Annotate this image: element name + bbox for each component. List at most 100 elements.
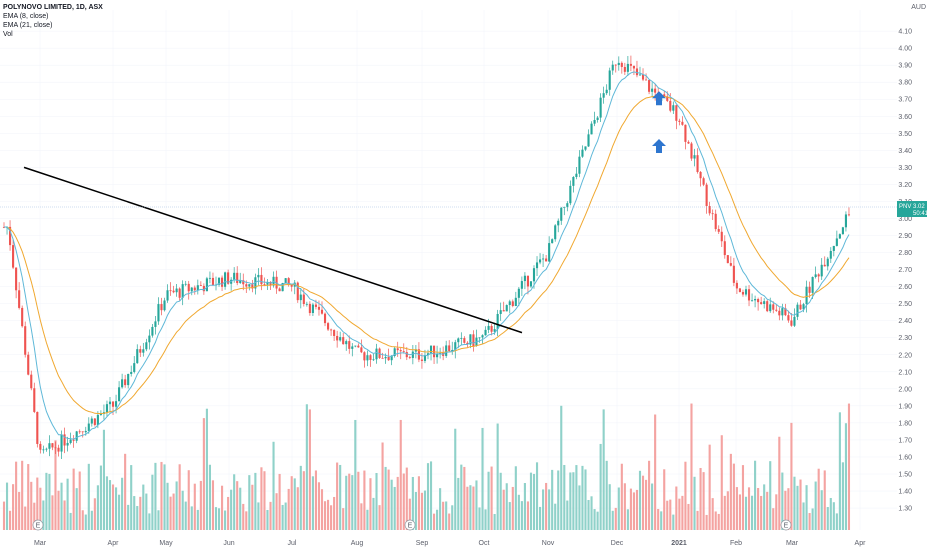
volume-bar — [429, 461, 433, 530]
candle-body — [717, 229, 720, 232]
y-tick-label: 1.70 — [898, 437, 912, 444]
candle-body — [224, 272, 227, 287]
volume-bar — [417, 476, 420, 530]
candle-body — [363, 352, 366, 361]
candle-body — [460, 338, 463, 339]
candle-body — [832, 245, 835, 251]
volume-bar — [469, 485, 472, 530]
candle-body — [835, 238, 838, 246]
candle-body — [245, 284, 248, 287]
candle-body — [93, 418, 96, 425]
y-tick-label: 4.10 — [898, 29, 912, 36]
volume-bar — [36, 477, 39, 530]
y-axis[interactable]: 4.10 4.00 3.90 3.80 3.70 3.60 3.50 3.40 3.30 3.20… — [898, 29, 912, 513]
candle-body — [333, 330, 336, 336]
candle-body — [408, 357, 411, 358]
volume-bar — [475, 480, 478, 530]
candle-body — [684, 124, 687, 142]
volume-bar — [93, 498, 96, 530]
volume-bar — [402, 473, 405, 530]
volume-bar — [499, 472, 502, 530]
volume-bar — [466, 486, 469, 530]
candle-body — [8, 226, 12, 246]
candle-body — [178, 288, 181, 298]
candle-body — [45, 448, 48, 450]
volume-bar — [190, 506, 193, 530]
volume-bar — [166, 482, 169, 530]
volume-bar — [505, 483, 508, 530]
volume-bar — [599, 443, 602, 530]
volume-bar — [460, 464, 463, 530]
candle-body — [57, 447, 60, 452]
candle-body — [702, 178, 705, 185]
candle-body — [190, 287, 193, 292]
trendline[interactable] — [23, 166, 523, 334]
volume-bar — [293, 478, 296, 530]
candle-body — [96, 414, 99, 425]
up-arrow-icon — [652, 91, 666, 106]
volume-bar — [66, 478, 69, 530]
candle-body — [578, 156, 581, 174]
volume-bar — [260, 467, 263, 530]
candle-body — [484, 329, 487, 336]
candle-body — [790, 320, 793, 326]
volume-bar — [263, 471, 266, 530]
volume-bar — [175, 481, 178, 530]
ema8-line — [4, 71, 850, 440]
volume-bar — [823, 470, 826, 530]
candle-body — [372, 359, 375, 361]
legend-symbol[interactable]: POLYNOVO LIMITED, 1D, ASX — [3, 4, 103, 11]
candle-body — [63, 434, 66, 446]
candle-body — [793, 316, 796, 326]
volume-bar — [529, 472, 533, 530]
volume-bar — [184, 501, 187, 530]
volume-bar — [808, 513, 811, 530]
volume-bar — [657, 508, 660, 530]
legend-ema21[interactable]: EMA (21, close) — [3, 22, 53, 29]
candle-body — [747, 289, 751, 301]
volume-bar — [635, 489, 639, 530]
candle-body — [729, 263, 732, 266]
chart-legend: POLYNOVO LIMITED, 1D, ASX EMA (8, close)… — [3, 3, 103, 39]
candle-body — [181, 284, 184, 298]
candle-body — [620, 62, 623, 67]
x-axis[interactable]: Mar Apr May Jun Jul Aug Sep Oct Nov Dec 2021 Feb Mar… — [34, 540, 866, 547]
candle-body — [78, 431, 81, 433]
candle-body — [763, 301, 766, 305]
x-tick-label: Sep — [416, 540, 429, 547]
candle-body — [429, 345, 433, 354]
volume-bar — [266, 509, 269, 530]
volume-bar — [608, 484, 611, 530]
candle-body — [781, 308, 784, 316]
candle-body — [508, 301, 511, 306]
annotation-arrows[interactable] — [652, 91, 666, 153]
volume-bar — [714, 511, 717, 530]
candle-body — [738, 288, 742, 292]
candle-body — [30, 374, 33, 389]
earnings-marker — [404, 519, 416, 531]
candle-body — [121, 379, 124, 388]
legend-ema8[interactable]: EMA (8, close) — [3, 13, 49, 20]
volume-bar — [784, 490, 787, 530]
legend-vol[interactable]: Vol — [3, 31, 13, 38]
candle-body — [599, 97, 602, 118]
candle-body — [411, 351, 414, 358]
volume-bar — [8, 510, 12, 530]
volume-bar — [478, 507, 481, 530]
candle-body — [590, 123, 593, 135]
candle-body — [823, 264, 826, 267]
volume-bar — [593, 509, 596, 530]
candle-body — [769, 304, 772, 312]
volume-bar — [545, 482, 548, 530]
candle-body — [844, 214, 848, 228]
volume-bar — [799, 479, 802, 530]
candle-body — [290, 284, 293, 287]
candle-body — [436, 353, 439, 358]
volume-bar — [702, 472, 705, 530]
y-tick-label: 3.60 — [898, 114, 912, 121]
currency-label[interactable]: AUD — [911, 4, 926, 11]
candle-body — [384, 356, 387, 359]
candle-body — [175, 288, 178, 293]
